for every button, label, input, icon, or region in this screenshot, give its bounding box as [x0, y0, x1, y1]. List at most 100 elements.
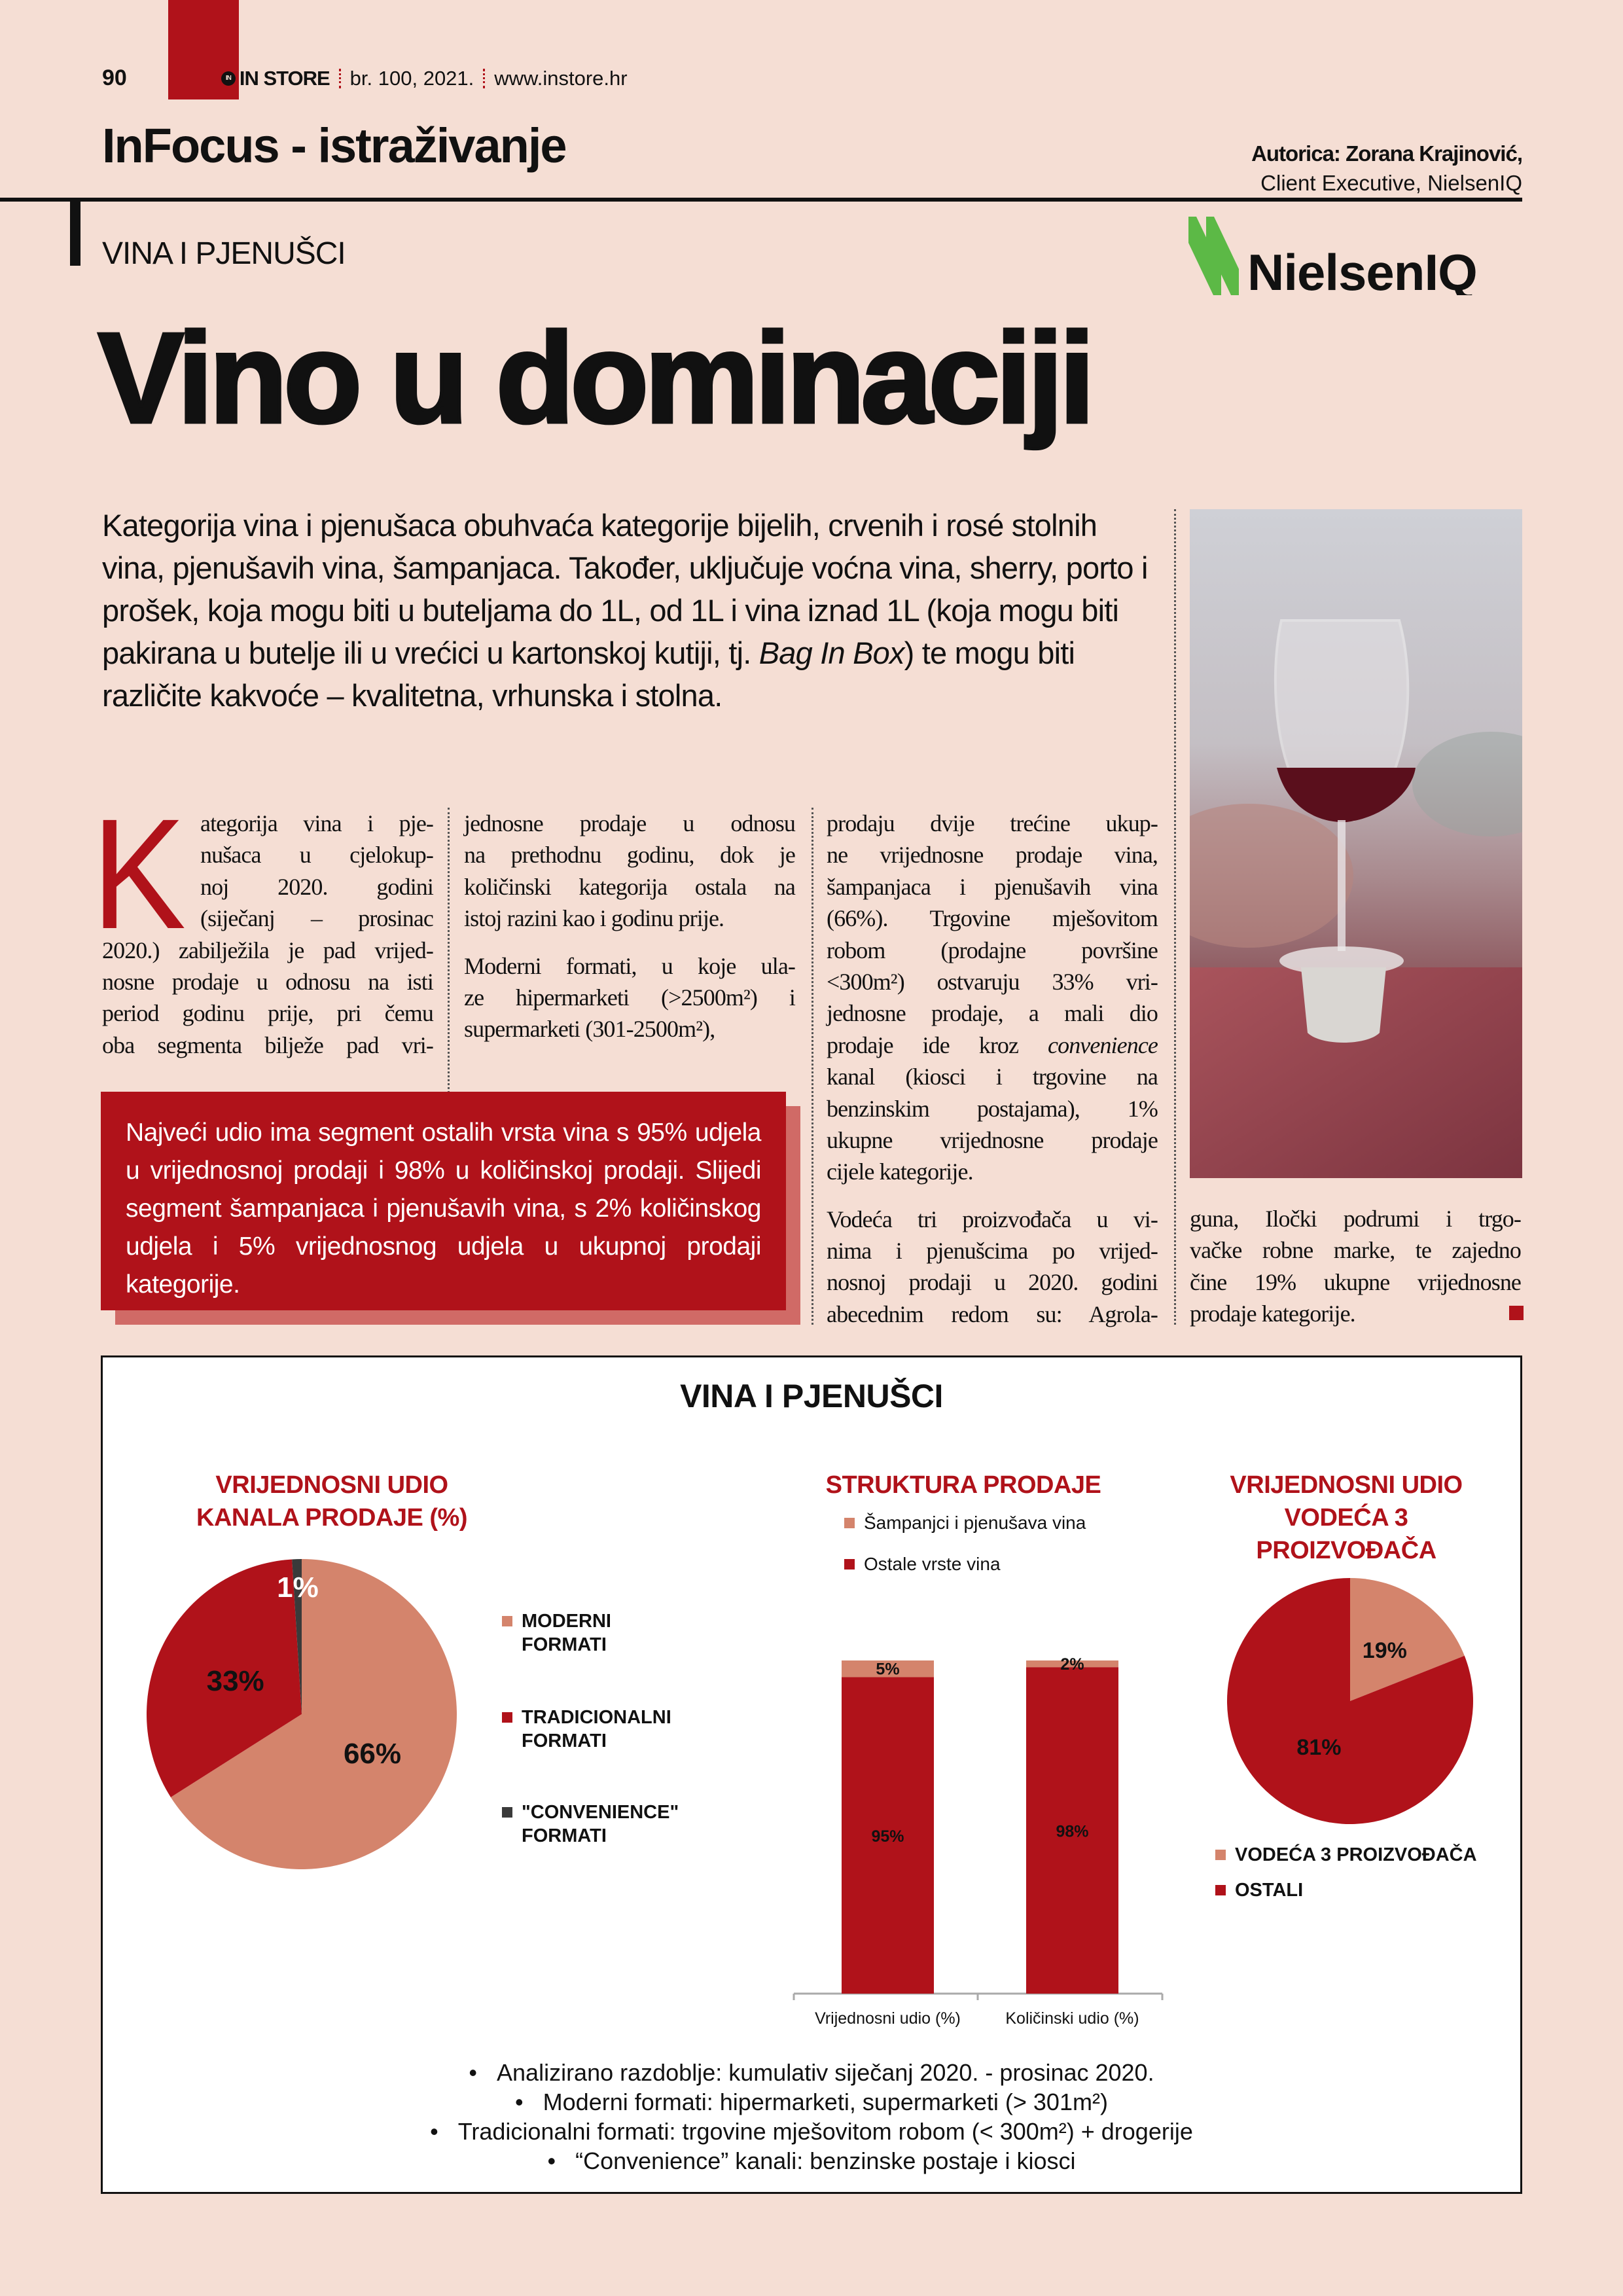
text-line: ukupne vrijednosne prodaje	[827, 1126, 1158, 1153]
section-title: InFocus - istraživanje	[102, 118, 567, 173]
drop-cap: K	[92, 786, 187, 961]
text-line: benzinskim postajama), 1%	[827, 1095, 1158, 1122]
text-line: guna, Iločki podrumi i trgo-	[1190, 1206, 1522, 1232]
body-column-3: prodaju dvije trećine ukup-ne vrijednosn…	[827, 808, 1158, 1330]
text-line: abecednim redom su: Agrola-	[827, 1300, 1158, 1327]
bar-label: 98%	[1056, 1823, 1088, 1841]
legend-item-moderni: MODERNI FORMATI	[502, 1609, 611, 1657]
header-rule	[0, 198, 1522, 202]
slice-label: 81%	[1296, 1735, 1341, 1760]
x-tick-label: Vrijednosni udio (%)	[815, 2009, 961, 2028]
column-divider	[1174, 509, 1176, 1325]
nielseniq-logo: NielsenIQ	[1188, 217, 1478, 295]
wine-glass-photo	[1190, 509, 1522, 1178]
text-line: period godinu prije, pri čemu	[102, 1000, 434, 1027]
text-line: cijele kategorije.	[827, 1158, 974, 1185]
text-line: (siječanj – prosinac	[200, 905, 434, 932]
text-line: ategorija vina i pje-	[200, 810, 434, 836]
bar-label: 5%	[876, 1660, 899, 1679]
pie-slice	[170, 1559, 457, 1869]
author-name: Autorica: Zorana Krajinović,	[1251, 141, 1523, 166]
logo-mark-icon	[1188, 217, 1221, 295]
bar-segment	[1026, 1660, 1118, 1668]
bar-label: 2%	[1060, 1655, 1084, 1674]
text-line: prodaju dvije trećine ukup-	[827, 810, 1158, 836]
divider	[338, 68, 341, 88]
footnotes: • Analizirano razdoblje: kumulativ siječa…	[103, 2058, 1520, 2176]
body-column-2: jednosne prodaje u odnosu na prethodnu go…	[464, 808, 796, 1045]
author-role: Client Executive, NielsenIQ	[1260, 171, 1522, 195]
charts-svg: 66% 33% 1% 19% 81% 95% 5% Vrijednosni udio (%) 9…	[146, 1559, 1473, 2028]
text-line: ne vrijednosne prodaje vina,	[827, 842, 1158, 869]
issue: br. 100, 2021.	[349, 66, 474, 90]
footnote: • “Convenience” kanali: benzinske postaje…	[547, 2147, 1076, 2174]
x-tick-label: Količinski udio (%)	[1005, 2009, 1139, 2028]
slice-label: 66%	[344, 1738, 401, 1770]
legend-item-sampanjci: Šampanjci i pjenušava vina	[844, 1511, 1086, 1535]
text-line: <300m²) ostvaruju 33% vri-	[827, 968, 1158, 995]
bar-label: 95%	[871, 1827, 904, 1846]
text-line: šampanjaca i pjenušavih vina	[827, 873, 1158, 900]
legend-item-convenience: "CONVENIENCE" FORMATI	[502, 1801, 679, 1848]
text-line: robom (prodajne površine	[827, 937, 1158, 963]
text-line: (66%). Trgovine mješovitom	[827, 905, 1158, 932]
infographic-title: VINA I PJENUŠCI	[680, 1378, 943, 1414]
pie-slice	[292, 1559, 302, 1714]
intro-paragraph: Kategorija vina i pjenušaca obuhvaća kat…	[102, 508, 1148, 713]
text-line: jednosne prodaje u odnosu	[464, 810, 796, 836]
body-column-4: guna, Iločki podrumi i trgo-vačke robne …	[1190, 1203, 1522, 1330]
divider	[483, 68, 486, 88]
text-line: noj 2020. godini	[200, 873, 434, 900]
text-line: prodaje kategorije.	[1190, 1300, 1356, 1327]
author-block: Autorica: Zorana Krajinović, Client Exec…	[1251, 139, 1523, 198]
legend-item-ostali: OSTALI	[1215, 1878, 1303, 1902]
text-line: kanal (kiosci i trgovine na	[827, 1064, 1158, 1090]
end-mark-icon	[1509, 1306, 1524, 1320]
column-divider	[812, 808, 813, 1325]
footnote: • Analizirano razdoblje: kumulativ siječa…	[469, 2059, 1154, 2086]
text-line: Moderni formati, u koje ula-	[464, 952, 796, 979]
text-line: vačke robne marke, te zajedno	[1190, 1237, 1522, 1264]
text-line: jednosne prodaje, a mali dio	[827, 1000, 1158, 1027]
text-line: 2020.) zabilježila je pad vrijed-	[102, 937, 434, 963]
pie1-title: VRIJEDNOSNI UDIO KANALA PRODAJE (%)	[196, 1471, 467, 1532]
text-line: čine 19% ukupne vrijednosne	[1190, 1268, 1522, 1295]
text-line: oba segmenta bilježe pad vri-	[102, 1031, 434, 1058]
text-line: nima i pjenušcima po vrijed-	[827, 1238, 1158, 1265]
infographic: VINA I PJENUŠCI VRIJEDNOSNI UDIO KANALA P…	[101, 1355, 1522, 2194]
footnote: • Tradicionalni formati: trgovine mješovi…	[430, 2118, 1193, 2145]
kicker-bar	[70, 200, 80, 266]
text-line: istoj razini kao i godinu prije.	[464, 905, 724, 932]
pull-quote: Najveći udio ima segment ostalih vrsta v…	[101, 1092, 786, 1310]
legend-item-vodeca: VODEĆA 3 PROIZVOĐAČA	[1215, 1843, 1477, 1867]
text-line: na prethodnu godinu, dok je	[464, 842, 796, 869]
bar-segment	[1026, 1667, 1118, 1994]
magazine-logo: IN IN STORE	[221, 67, 330, 90]
text-line: ze hipermarketi (>2500m²) i	[464, 984, 796, 1011]
logo-text: NielsenIQ	[1247, 243, 1477, 295]
text-line: prodaje ide kroz convenience	[827, 1031, 1158, 1058]
page-number: 90	[102, 65, 127, 90]
pie-slice	[1350, 1578, 1465, 1701]
pie-slice	[146, 1559, 302, 1797]
bar-segment	[842, 1660, 934, 1677]
article-title: Vino u dominaciji	[96, 306, 1096, 450]
text-line: Vodeća tri proizvođača u vi-	[827, 1206, 1158, 1232]
footnote: • Moderni formati: hipermarketi, supermar…	[515, 2089, 1108, 2115]
bar-segment	[842, 1677, 934, 1994]
bar-title: STRUKTURA PRODAJE	[825, 1471, 1101, 1499]
legend-item-tradicionalni: TRADICIONALNI FORMATI	[502, 1706, 671, 1753]
pie2-title: VRIJEDNOSNI UDIO VODEĆA 3 PROIZVOĐAČA	[1230, 1471, 1463, 1564]
text-line: količinski kategorija ostala na	[464, 873, 796, 900]
text-line: nosne prodaje u odnosu na isti	[102, 968, 434, 995]
kicker: VINA I PJENUŠCI	[102, 236, 346, 271]
slice-label: 1%	[277, 1571, 319, 1604]
pie-slice	[1227, 1578, 1473, 1824]
column-divider	[448, 808, 450, 1109]
text-line: nosnoj prodaji u 2020. godini	[827, 1269, 1158, 1296]
running-header: 90 IN IN STORE br. 100, 2021. www.instore…	[102, 65, 628, 91]
website-link[interactable]: www.instore.hr	[494, 66, 628, 90]
slice-label: 33%	[207, 1665, 264, 1697]
slice-label: 19%	[1363, 1638, 1407, 1663]
text-line: supermarketi (301-2500m²),	[464, 1016, 715, 1043]
